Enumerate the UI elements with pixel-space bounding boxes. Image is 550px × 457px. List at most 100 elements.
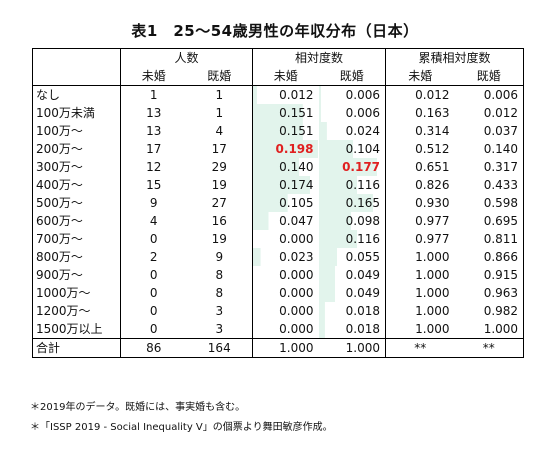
total-label: 合計 — [32, 338, 121, 358]
cum-married: 0.317 — [454, 158, 525, 176]
rel-unmarried-peak: 0.198 — [252, 140, 319, 158]
header-married-cum: 既婚 — [454, 67, 525, 86]
rel-unmarried: 0.151 — [252, 122, 319, 140]
count-married: 3 — [215, 322, 224, 336]
cum-married: 0.012 — [454, 104, 525, 122]
cum-unmarried: 1.000 — [385, 320, 455, 339]
header-sub-row: 未婚 既婚 未婚 既婚 未婚 既婚 — [32, 67, 525, 86]
cum-married: 0.982 — [454, 302, 525, 320]
rel-unmarried: 0.023 — [252, 248, 319, 266]
header-group-row: 人数 相対度数 累積相対度数 — [32, 48, 525, 67]
rel-married: 0.006 — [318, 85, 386, 104]
count-unmarried: 9 — [149, 196, 158, 210]
cum-married: 0.037 — [454, 122, 525, 140]
count-unmarried: 4 — [149, 214, 158, 228]
cum-married: 0.866 — [454, 248, 525, 266]
count-unmarried: 0 — [149, 232, 158, 246]
rel-unmarried: 0.000 — [252, 284, 319, 302]
rel-married: 0.049 — [318, 284, 386, 302]
table-row: 300万〜 12 29 0.140 0.177 0.651 0.317 — [32, 158, 525, 176]
count-unmarried: 0 — [149, 322, 158, 336]
header-corner — [32, 48, 121, 67]
total-rel-married: 1.000 — [318, 338, 386, 358]
table-row: 1500万以上 0 3 0.000 0.018 1.000 1.000 — [32, 320, 525, 339]
total-count-unmarried: 86 — [120, 338, 187, 358]
rel-unmarried: 0.047 — [252, 212, 319, 230]
count-unmarried: 0 — [149, 286, 158, 300]
count-married: 1 — [215, 106, 224, 120]
count-married: 16 — [211, 214, 227, 228]
count-unmarried: 17 — [146, 142, 162, 156]
count-married: 29 — [211, 160, 227, 174]
row-label: 300万〜 — [32, 158, 121, 176]
total-cum-married: ** — [454, 338, 525, 358]
rel-unmarried: 0.000 — [252, 230, 319, 248]
table-row: 800万〜 2 9 0.023 0.055 1.000 0.866 — [32, 248, 525, 266]
row-label: 100万未満 — [32, 104, 121, 122]
rel-married: 0.018 — [318, 320, 386, 339]
table-row: 100万未満 13 1 0.151 0.006 0.163 0.012 — [32, 104, 525, 122]
header-unmarried-count: 未婚 — [120, 67, 187, 86]
rel-married: 0.165 — [318, 194, 386, 212]
rel-unmarried: 0.105 — [252, 194, 319, 212]
header-relative: 相対度数 — [252, 48, 386, 67]
row-label: 200万〜 — [32, 140, 121, 158]
row-label: 900万〜 — [32, 266, 121, 284]
cum-unmarried: 0.826 — [385, 176, 455, 194]
cum-unmarried: 0.977 — [385, 212, 455, 230]
header-married-count: 既婚 — [186, 67, 253, 86]
header-corner-lower — [32, 67, 121, 86]
rel-unmarried: 0.000 — [252, 320, 319, 339]
income-distribution-table: 人数 相対度数 累積相対度数 未婚 既婚 未婚 既婚 未婚 既婚 なし 1 1 0.0… — [32, 48, 525, 358]
cum-married: 1.000 — [454, 320, 525, 339]
count-married: 1 — [215, 88, 224, 102]
count-unmarried: 1 — [149, 88, 158, 102]
footnote-data-year: ＊2019年のデータ。既婚には、事実婚も含む。 — [30, 402, 246, 413]
header-unmarried-cum: 未婚 — [385, 67, 455, 86]
rel-married-peak: 0.177 — [318, 158, 386, 176]
rel-unmarried: 0.151 — [252, 104, 319, 122]
count-married: 19 — [211, 178, 227, 192]
total-cum-unmarried: ** — [385, 338, 455, 358]
table-row: 500万〜 9 27 0.105 0.165 0.930 0.598 — [32, 194, 525, 212]
count-married: 9 — [215, 250, 224, 264]
cum-unmarried: 1.000 — [385, 302, 455, 320]
cum-married: 0.598 — [454, 194, 525, 212]
cum-unmarried: 0.012 — [385, 85, 455, 104]
count-married: 19 — [211, 232, 227, 246]
table-title: 表1 25〜54歳男性の年収分布（日本） — [131, 22, 419, 40]
rel-unmarried: 0.000 — [252, 302, 319, 320]
cum-married: 0.695 — [454, 212, 525, 230]
cum-unmarried: 1.000 — [385, 284, 455, 302]
row-label: 800万〜 — [32, 248, 121, 266]
rel-married: 0.055 — [318, 248, 386, 266]
footnotes: ＊2019年のデータ。既婚には、事実婚も含む。 ＊「ISSP 2019 - So… — [30, 398, 333, 438]
count-married: 27 — [211, 196, 227, 210]
row-label: 500万〜 — [32, 194, 121, 212]
cum-unmarried: 0.314 — [385, 122, 455, 140]
total-row: 合計 86 164 1.000 1.000 ** ** — [32, 338, 525, 358]
cum-unmarried: 0.512 — [385, 140, 455, 158]
cum-married: 0.433 — [454, 176, 525, 194]
table-row: 100万〜 13 4 0.151 0.024 0.314 0.037 — [32, 122, 525, 140]
cum-unmarried: 1.000 — [385, 266, 455, 284]
table-row: 200万〜 17 17 0.198 0.104 0.512 0.140 — [32, 140, 525, 158]
count-married: 8 — [215, 268, 224, 282]
rel-married: 0.116 — [318, 230, 386, 248]
header-married-rel: 既婚 — [318, 67, 386, 86]
table-row: 1000万〜 0 8 0.000 0.049 1.000 0.963 — [32, 284, 525, 302]
row-label: 700万〜 — [32, 230, 121, 248]
cum-unmarried: 1.000 — [385, 248, 455, 266]
table-row: 700万〜 0 19 0.000 0.116 0.977 0.811 — [32, 230, 525, 248]
total-count-married: 164 — [186, 338, 253, 358]
count-married: 4 — [215, 124, 224, 138]
header-unmarried-rel: 未婚 — [252, 67, 319, 86]
count-unmarried: 2 — [149, 250, 158, 264]
rel-unmarried: 0.140 — [252, 158, 319, 176]
rel-unmarried: 0.000 — [252, 266, 319, 284]
row-label: 1500万以上 — [32, 320, 121, 339]
cum-unmarried: 0.977 — [385, 230, 455, 248]
header-count: 人数 — [120, 48, 253, 67]
cum-married: 0.811 — [454, 230, 525, 248]
cum-married: 0.915 — [454, 266, 525, 284]
